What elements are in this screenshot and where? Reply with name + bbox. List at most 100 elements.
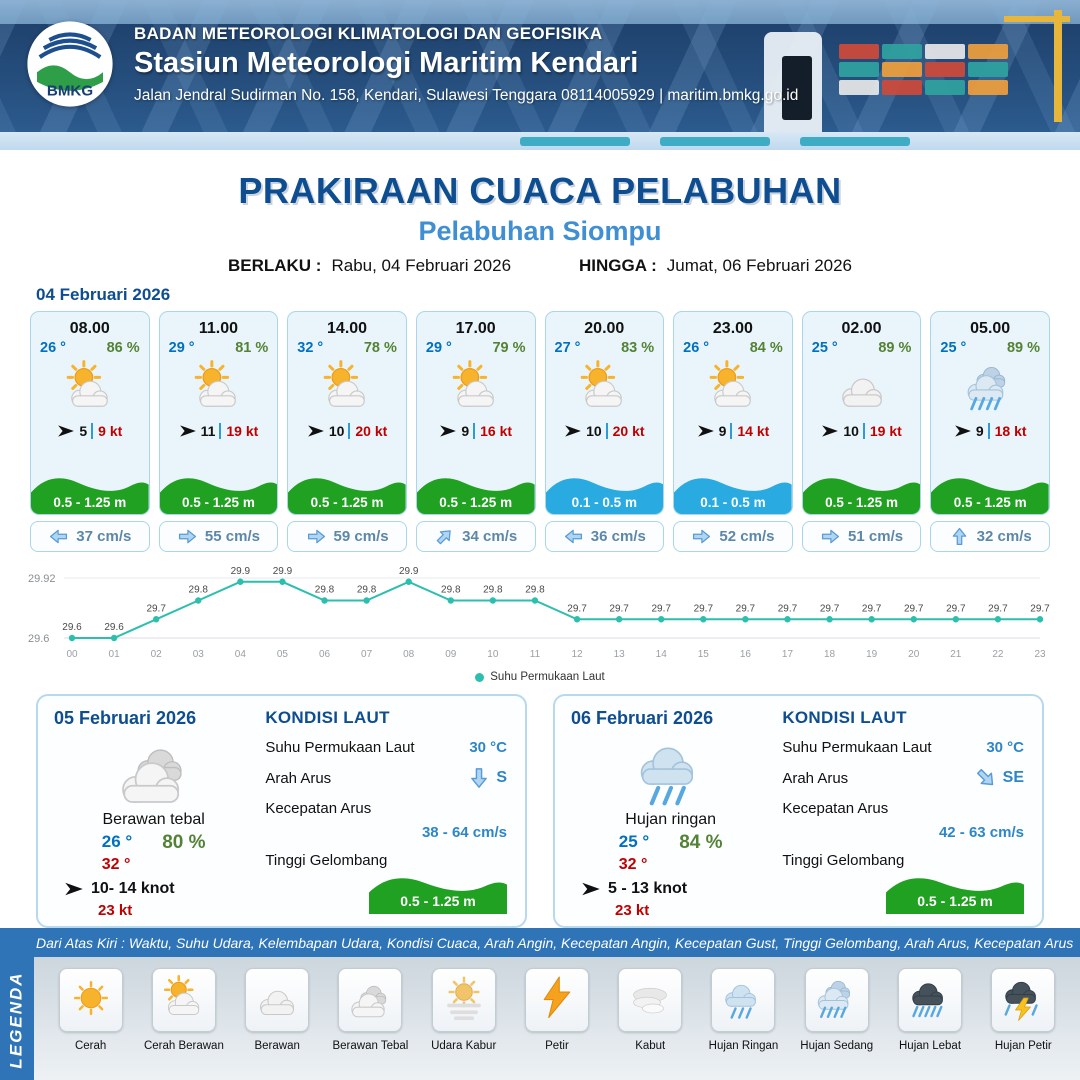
wave-height-band: 0.5 - 1.25 m — [159, 469, 278, 514]
daily-summary-card: 06 Februari 2026 Hujan ringan 25 ° 84 % … — [553, 694, 1044, 928]
forecast-card-body: 02.00 25 ° 89 % 10 19 kt — [801, 311, 922, 515]
summary-date: 06 Februari 2026 — [571, 708, 714, 728]
daily-summary-row: 05 Februari 2026 Berawan tebal 26 ° 80 %… — [0, 694, 1080, 928]
current-arrow-right-icon — [691, 527, 712, 546]
forecast-card: 05.00 25 ° 89 % 9 18 kt — [930, 311, 1050, 552]
svg-text:16: 16 — [740, 649, 752, 660]
svg-text:13: 13 — [614, 649, 626, 660]
wind-direction-icon — [57, 422, 75, 440]
svg-text:29.9: 29.9 — [273, 566, 293, 577]
svg-text:29.7: 29.7 — [988, 603, 1008, 614]
humidity: 84 % — [679, 832, 723, 853]
forecast-card: 08.00 26 ° 86 % 5 9 kt — [30, 311, 150, 552]
humidity: 83 % — [621, 340, 655, 356]
current-speed: 37 cm/s — [76, 528, 132, 545]
svg-text:29.6: 29.6 — [104, 622, 124, 633]
agency-name: BADAN METEOROLOGI KLIMATOLOGI DAN GEOFIS… — [134, 23, 603, 43]
weather-condition: Hujan ringan — [625, 811, 717, 828]
wind-speed: 10 — [328, 423, 345, 439]
humidity: 81 % — [235, 340, 269, 356]
current-arrow-up-icon — [950, 526, 969, 547]
svg-text:29.8: 29.8 — [441, 585, 461, 596]
wind-gust: 14 kt — [730, 423, 769, 439]
current-box: 34 cm/s — [415, 521, 536, 552]
footer: Dari Atas Kiri : Waktu, Suhu Udara, Kele… — [0, 928, 1080, 1080]
wind-speed: 9 — [975, 423, 984, 439]
svg-text:23: 23 — [1034, 649, 1046, 660]
temp-humidity-row: 26 ° 86 % — [31, 338, 149, 356]
wind-row: 11 19 kt — [160, 422, 278, 440]
air-temperature: 29 ° — [425, 340, 452, 356]
valid-from-value: Rabu, 04 Februari 2026 — [331, 256, 512, 275]
air-temperature: 25 ° — [940, 340, 967, 356]
wave-shape — [416, 478, 535, 514]
legend-item: Udara Kabur — [421, 968, 506, 1052]
temp-humidity-row: 29 ° 79 % — [417, 338, 535, 356]
svg-text:22: 22 — [992, 649, 1004, 660]
wave-shape — [31, 478, 149, 514]
current-arrow-down-icon — [468, 766, 490, 790]
hujan-sedang-icon — [813, 974, 861, 1027]
valid-from-label: BERLAKU : — [227, 256, 322, 275]
wind-gust: 23 kt — [615, 902, 650, 919]
forecast-card-body: 05.00 25 ° 89 % 9 18 kt — [930, 311, 1050, 515]
kabut-icon — [626, 974, 674, 1027]
current-direction-value: SE — [1002, 769, 1024, 786]
wind-direction-icon — [179, 422, 197, 440]
svg-text:29.7: 29.7 — [694, 603, 714, 614]
port-name: Pelabuhan Siompu — [418, 216, 662, 246]
wind-gust: 9 kt — [91, 423, 122, 439]
wind-row: 9 16 kt — [417, 422, 535, 440]
current-box: 37 cm/s — [30, 521, 150, 552]
summary-temps: 26 ° 80 % 32 ° — [54, 832, 253, 874]
wind-speed: 9 — [461, 423, 470, 439]
wave-height: 0.5 - 1.25 m — [182, 495, 255, 510]
wave-height-label: Tinggi Gelombang — [782, 852, 905, 869]
temp-humidity-row: 25 ° 89 % — [931, 338, 1049, 356]
header: BMKG BADAN METEOROLOGI KLIMATOLOGI DAN G… — [0, 0, 1080, 150]
wave-height-row: Tinggi Gelombang — [782, 852, 1024, 869]
current-arrow-up-right-icon — [431, 522, 459, 550]
wind-row: 10 20 kt — [546, 422, 664, 440]
legend-icon-box — [151, 968, 216, 1032]
legend-label: Kabut — [635, 1040, 666, 1052]
cerah-berawan-icon — [160, 974, 208, 1027]
legend-label: Udara Kabur — [431, 1040, 497, 1052]
hujan-ringan-icon — [571, 729, 770, 811]
wave-height-band: 0.5 - 1.25 m — [31, 469, 149, 514]
forecast-card-body: 14.00 32 ° 78 % 10 20 kt — [287, 311, 407, 515]
svg-text:17: 17 — [782, 649, 794, 660]
wind-direction-icon — [697, 422, 715, 440]
legend-label: Hujan Ringan — [708, 1040, 779, 1052]
wave-height-band: 0.5 - 1.25 m — [802, 469, 921, 514]
humidity: 78 % — [363, 340, 397, 356]
wind-speed: 5 — [79, 423, 88, 439]
current-arrow-down-right-icon — [969, 762, 1002, 795]
svg-text:29.7: 29.7 — [778, 603, 798, 614]
legend-label: Petir — [545, 1040, 569, 1052]
forecast-card-body: 17.00 29 ° 79 % 9 16 kt — [415, 311, 536, 515]
current-direction-label: Arah Arus — [265, 769, 332, 787]
svg-text:18: 18 — [824, 649, 836, 660]
cerah-berawan-icon — [417, 357, 535, 417]
sea-condition-column: KONDISI LAUT Suhu Permukaan Laut 30 °C A… — [265, 708, 507, 914]
forecast-card: 14.00 32 ° 78 % 10 20 kt — [287, 311, 407, 552]
forecast-card: 02.00 25 ° 89 % 10 19 kt — [801, 311, 922, 552]
sst-line-chart: 29.92 29.6 29.6 00 29.6 01 29.7 02 29.8 03 29.9 04 2… — [28, 566, 1050, 660]
wave-height-row: Tinggi Gelombang — [265, 852, 507, 869]
wind-speed: 10 — [586, 423, 602, 439]
max-temperature: 32 ° — [618, 856, 648, 873]
wave-height: 0.5 - 1.25 m — [825, 495, 898, 510]
svg-text:03: 03 — [193, 649, 205, 660]
legend-icon-box — [804, 968, 869, 1032]
legend-bar: Dari Atas Kiri : Waktu, Suhu Udara, Kele… — [0, 928, 1080, 957]
legend-item: Hujan Lebat — [887, 968, 972, 1052]
wave-shape — [886, 878, 1024, 914]
summary-temps: 25 ° 84 % 32 ° — [571, 832, 770, 874]
svg-text:11: 11 — [530, 649, 541, 660]
forecast-card-body: 20.00 27 ° 83 % 10 20 kt — [544, 311, 665, 515]
humidity: 86 % — [106, 340, 140, 356]
wave-shape — [931, 478, 1049, 514]
wind-speed: 9 — [718, 423, 727, 439]
forecast-card: 23.00 26 ° 84 % 9 14 kt — [673, 311, 793, 552]
